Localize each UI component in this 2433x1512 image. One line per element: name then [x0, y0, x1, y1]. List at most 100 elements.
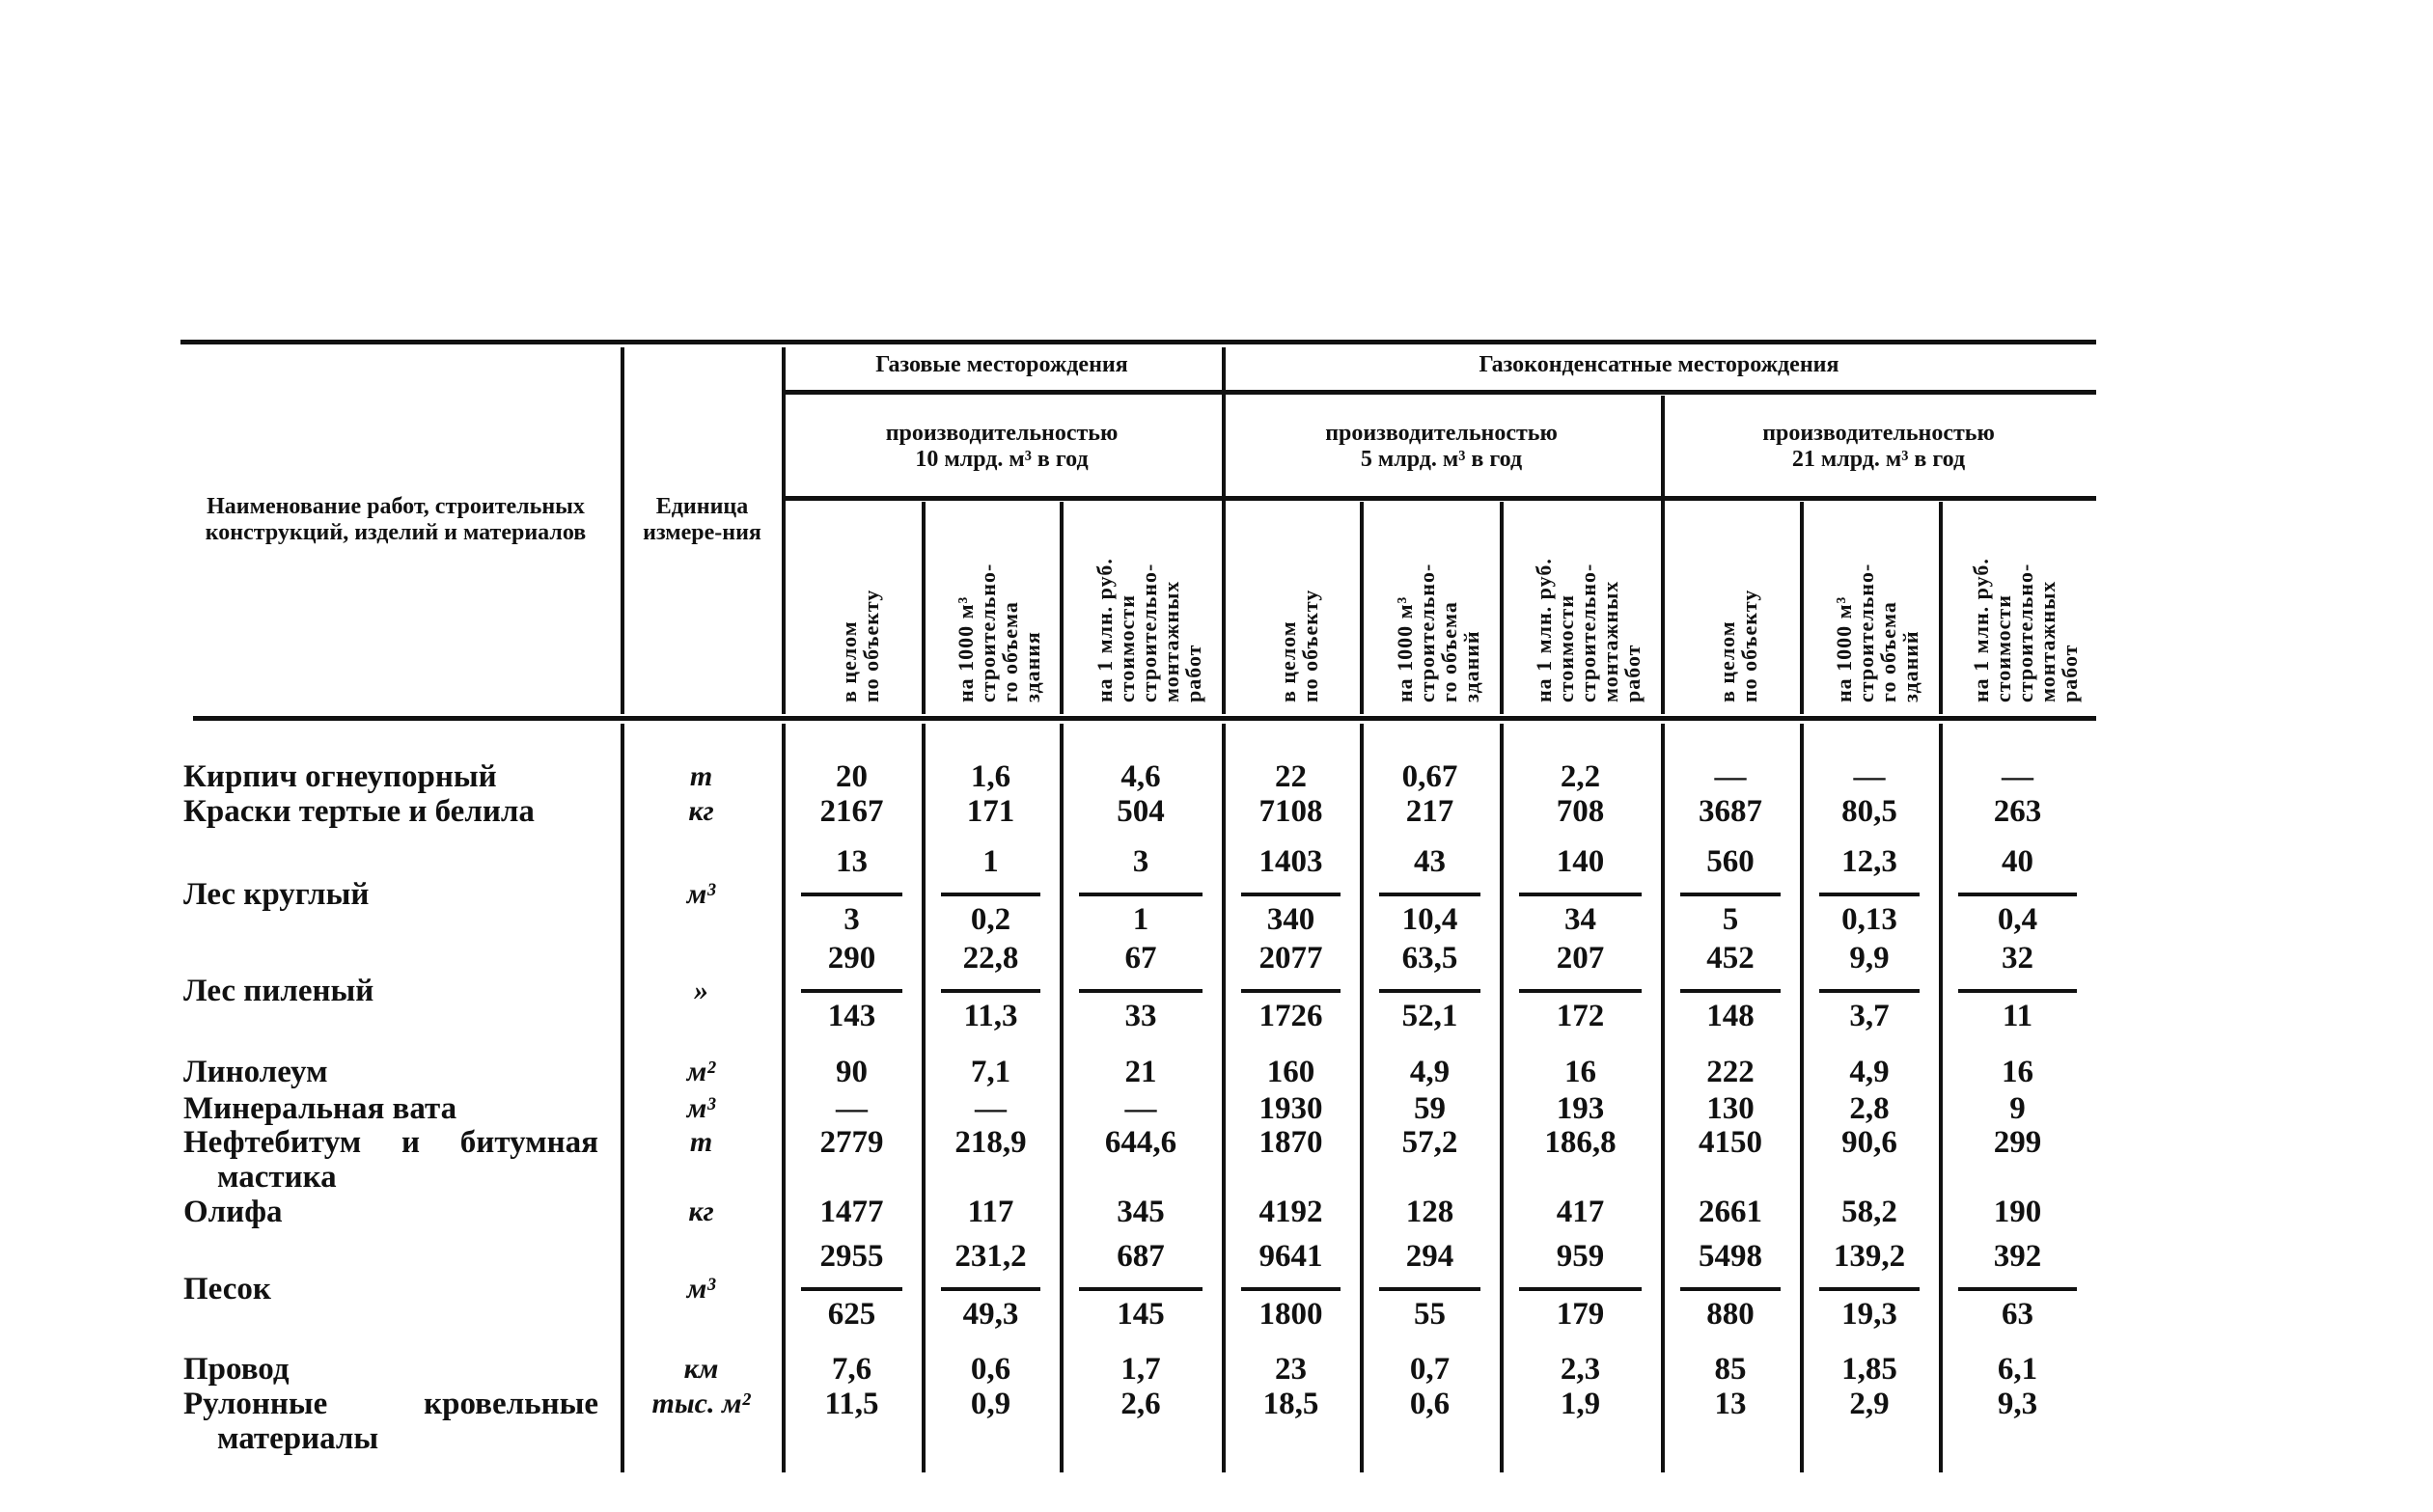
table-cell: 2167 — [819, 794, 884, 829]
table-cell: 2661 — [1699, 1195, 1762, 1229]
column-header-line: строительно- — [2013, 563, 2037, 702]
table-cell: 1930 — [1258, 1091, 1323, 1126]
fraction-numerator: 452 — [1706, 941, 1755, 976]
column-header-line: по объекту — [1737, 589, 1761, 702]
row-name: Провод — [183, 1352, 290, 1387]
table-cell: 57,2 — [1401, 1125, 1458, 1160]
fraction-bar — [1958, 1287, 2077, 1291]
column-header-9: на 1 млн. руб. стоимости строительно-монта… — [1969, 509, 2082, 702]
fraction-denominator: 3 — [843, 902, 860, 937]
column-divider — [1360, 502, 1364, 714]
subgroup-line1: производительностью — [1325, 421, 1558, 446]
column-header-line: на 1 млн. руб. — [1969, 558, 1993, 702]
column-header-line: го объема — [1436, 601, 1461, 702]
table-cell: 4,9 — [1409, 1055, 1451, 1089]
column-divider — [1222, 347, 1226, 714]
table-cell: 263 — [1993, 794, 2042, 829]
table-cell: 1,9 — [1560, 1387, 1601, 1421]
row-unit: м³ — [686, 1092, 716, 1124]
fraction-denominator: 11,3 — [963, 999, 1018, 1033]
column-divider — [1222, 724, 1226, 1472]
fraction-bar — [1079, 893, 1203, 896]
fraction-numerator: 67 — [1124, 941, 1157, 976]
fraction-numerator: 207 — [1556, 941, 1605, 976]
table-cell: 80,5 — [1841, 794, 1897, 829]
column-divider — [1800, 724, 1804, 1472]
fraction-bar — [1819, 893, 1920, 896]
column-header-line: стоимости — [1991, 594, 2015, 702]
fraction-denominator: 0,13 — [1841, 902, 1897, 937]
table-cell: 1477 — [819, 1195, 884, 1229]
table-cell: 1,85 — [1841, 1352, 1897, 1387]
table-cell: 2,6 — [1120, 1387, 1161, 1421]
fraction-denominator: 63 — [2002, 1297, 2033, 1332]
fraction-denominator: 52,1 — [1401, 999, 1458, 1033]
fraction-bar — [941, 989, 1040, 993]
column-header-line: работ — [1180, 644, 1205, 702]
table-cell: 23 — [1275, 1352, 1307, 1387]
fraction-denominator: 148 — [1706, 999, 1755, 1033]
fraction-numerator: 290 — [827, 941, 876, 976]
column-divider — [1500, 502, 1504, 714]
column-header-line: на 1000 м³ — [953, 595, 978, 702]
table-cell: 11,5 — [824, 1387, 879, 1421]
table-cell: 171 — [966, 794, 1015, 829]
column-header-8: на 1000 м³ строительно-го объема зданий — [1832, 509, 1922, 702]
column-header-line: на 1000 м³ — [1392, 595, 1417, 702]
row-unit: кг — [688, 1196, 714, 1227]
table-cell: 4,9 — [1849, 1055, 1890, 1089]
fraction-numerator: 32 — [2002, 941, 2033, 976]
fraction-bar — [1958, 893, 2077, 896]
table-cell: — — [1853, 759, 1886, 794]
column-header-line: в целом — [1715, 620, 1739, 702]
fraction-denominator: 0,4 — [1997, 902, 2038, 937]
fraction-bar — [941, 1287, 1040, 1291]
column-divider — [1060, 502, 1064, 714]
fraction-denominator: 145 — [1117, 1297, 1165, 1332]
table-cell: — — [836, 1091, 868, 1126]
fraction-denominator: 172 — [1556, 999, 1605, 1033]
table-cell: 7,6 — [831, 1352, 872, 1387]
column-header-line: по объекту — [1297, 589, 1322, 702]
row-unit: м³ — [686, 1273, 716, 1305]
fraction-numerator: 9641 — [1258, 1239, 1323, 1274]
table-cell: — — [975, 1091, 1007, 1126]
table-cell: 504 — [1117, 794, 1165, 829]
column-header-line: работ — [1620, 644, 1645, 702]
row-unit: т — [689, 760, 713, 792]
column-header-4: в целом по объекту — [1276, 509, 1322, 702]
fraction-bar — [1379, 1287, 1480, 1291]
table-cell: 9,3 — [1997, 1387, 2038, 1421]
subgroup-line1: производительностью — [1762, 421, 1995, 446]
header-subgroup-5: производительностью 5 млрд. м³ в год — [1222, 421, 1661, 473]
column-header-line: монтажных — [1158, 580, 1183, 702]
subgroup-line1: производительностью — [885, 421, 1119, 446]
fraction-denominator: 625 — [827, 1297, 876, 1332]
fraction-bar — [801, 893, 902, 896]
row-name-continued: материалы — [217, 1421, 379, 1456]
column-divider — [1800, 502, 1804, 714]
row-name-continued: мастика — [217, 1160, 337, 1195]
fraction-bar — [801, 1287, 902, 1291]
subgroup-line2: 21 млрд. м³ в год — [1791, 447, 1966, 472]
fraction-numerator: 3 — [1132, 844, 1149, 879]
table-cell: 117 — [967, 1195, 1014, 1229]
header-subgroup-21: производительностью 21 млрд. м³ в год — [1661, 421, 2096, 473]
row-name: Рулонные кровельные — [183, 1387, 598, 1421]
table-cell: 21 — [1124, 1055, 1157, 1089]
column-divider — [621, 347, 624, 714]
table-cell: 417 — [1556, 1195, 1605, 1229]
fraction-denominator: 3,7 — [1849, 999, 1890, 1033]
fraction-bar — [1680, 893, 1781, 896]
fraction-numerator: 63,5 — [1401, 941, 1458, 976]
column-header-line: строительно- — [1414, 563, 1439, 702]
column-header-2: на 1000 м³ строительно-го объема здания — [953, 509, 1044, 702]
column-divider — [1661, 396, 1665, 714]
table-cell: 160 — [1266, 1055, 1315, 1089]
column-header-line: го объема — [997, 601, 1022, 702]
row-name: Кирпич огнеупорный — [183, 759, 497, 794]
table-cell: 0,67 — [1401, 759, 1458, 794]
subgroup-line2: 5 млрд. м³ в год — [1360, 447, 1523, 472]
fraction-numerator: 9,9 — [1849, 941, 1890, 976]
column-header-1: в целом по объекту — [837, 509, 883, 702]
